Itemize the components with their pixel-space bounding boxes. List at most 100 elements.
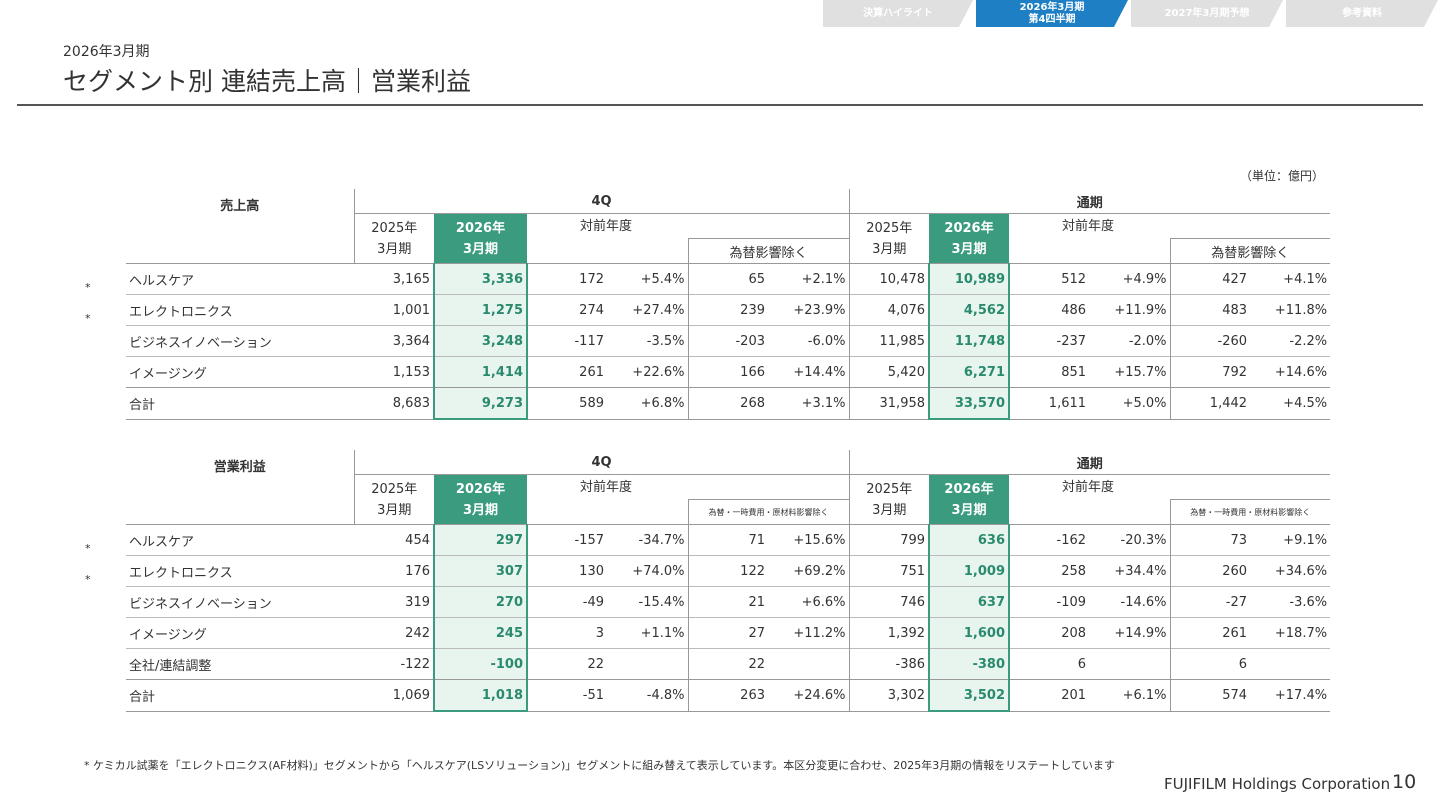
op-q-pct-cell: -34.7% (607, 524, 688, 556)
op-f-prev-cell: 1,392 (848, 617, 930, 649)
op-f-fx-cell: 574 (1169, 679, 1251, 712)
op-table-row: エレクトロニクス 176 307 130 +74.0% 122 +69.2% 751 1,009… (126, 555, 1331, 587)
op-q-fx-pct-cell: +6.6% (768, 586, 850, 618)
sales-f-fx-cell: -260 (1169, 325, 1251, 357)
op-segment-name: 全社/連結調整 (126, 648, 354, 680)
sales-segment-name: 合計 (126, 387, 354, 420)
op-group-4q: 4Q (354, 450, 850, 475)
sales-q-fx-pct-cell: +23.9% (768, 294, 850, 326)
op-f-cur-cell: -380 (928, 648, 1011, 680)
op-q-prev-cell: 319 (354, 586, 434, 618)
tab-highlights[interactable]: 決算ハイライト (823, 0, 973, 27)
sales-q-fx-pct-cell: +14.4% (768, 356, 850, 388)
op-q-diff-cell: 130 (527, 555, 607, 587)
op-q-fx-cell: 263 (687, 679, 768, 712)
op-q-fx-cell: 21 (687, 586, 768, 618)
sales-q-pct-cell: +22.6% (607, 356, 688, 388)
op-q-fx-cell: 22 (687, 648, 768, 680)
sales-f-fx-pct-cell: +4.5% (1250, 387, 1331, 420)
sales-f-cur-cell: 33,570 (928, 387, 1011, 420)
tab-reference[interactable]: 参考資料 (1286, 0, 1438, 27)
op-q-diff-cell: -49 (527, 586, 607, 618)
sales-q-cur-cell: 1,275 (433, 294, 528, 326)
op-f-prev-cell: 3,302 (848, 679, 930, 712)
sales-f-fx-pct-cell: +4.1% (1250, 263, 1331, 295)
op-f-pct-cell: +14.9% (1089, 617, 1171, 649)
op-q-fx-cell: 27 (687, 617, 768, 649)
sales-segment-name: イメージング (126, 356, 354, 388)
company-name: FUJIFILM Holdings Corporation (1164, 775, 1391, 793)
op-f-diff-cell: -162 (1009, 524, 1090, 556)
op-f-fx-pct-cell: +34.6% (1250, 555, 1331, 587)
op-table-row: ビジネスイノベーション 319 270 -49 -15.4% 21 +6.6% 746 637-… (126, 586, 1331, 618)
sales-q-fx-cell: -203 (687, 325, 768, 357)
op-f-fx-cell: 73 (1169, 524, 1251, 556)
sales-f-fx-cell: 1,442 (1169, 387, 1251, 420)
sales-4q-cur-header: 2026年 3月期 (434, 213, 527, 264)
sales-q-diff-cell: 261 (527, 356, 607, 388)
sales-segment-name: ヘルスケア (126, 263, 354, 295)
sales-q-cur-cell: 3,248 (433, 325, 528, 357)
unit-label: （単位：億円） (1240, 169, 1325, 183)
sales-f-diff-cell: 486 (1009, 294, 1090, 326)
sales-q-fx-cell: 65 (687, 263, 768, 295)
sales-q-prev-cell: 3,364 (354, 325, 434, 357)
sales-q-fx-pct-cell: +2.1% (768, 263, 850, 295)
op-table-row: ヘルスケア 454 297 -157 -34.7% 71 +15.6% 799 636 -162-… (126, 524, 1331, 556)
sales-f-fx-cell: 792 (1169, 356, 1251, 388)
sales-f-fx-pct-cell: +14.6% (1250, 356, 1331, 388)
op-segment-name: ヘルスケア (126, 524, 354, 556)
op-q-fx-pct-cell (768, 648, 850, 680)
op-f-pct-cell: +6.1% (1089, 679, 1171, 712)
page-period: 2026年3月期 (63, 44, 150, 60)
sales-group-4q: 4Q (354, 189, 850, 214)
op-4q-fx-header: 為替・一時費用・原材料影響除く (687, 499, 850, 525)
op-q-cur-cell: 297 (433, 524, 528, 556)
tab-fy2027-forecast[interactable]: 2027年3月期予想 (1131, 0, 1283, 27)
sales-q-fx-cell: 268 (687, 387, 768, 420)
sales-table: 売上高 4Q 通期 2025年 3月期 2026年 3月期 対前年度 2025年 3月… (126, 189, 1331, 420)
op-f-diff-cell: 6 (1009, 648, 1090, 680)
op-f-fx-pct-cell: +17.4% (1250, 679, 1331, 712)
op-f-fx-cell: -27 (1169, 586, 1251, 618)
sales-4q-fx-header: 為替影響除く (687, 238, 850, 264)
sales-q-pct-cell: -3.5% (607, 325, 688, 357)
sales-q-cur-cell: 9,273 (433, 387, 528, 420)
op-q-diff-cell: -157 (527, 524, 607, 556)
op-q-diff-cell: 22 (527, 648, 607, 680)
sales-f-pct-cell: -2.0% (1089, 325, 1171, 357)
op-q-cur-cell: -100 (433, 648, 528, 680)
sales-f-diff-cell: -237 (1009, 325, 1090, 357)
sales-q-pct-cell: +27.4% (607, 294, 688, 326)
op-group-full: 通期 (848, 450, 1331, 475)
tab-fy2026-q4[interactable]: 2026年3月期 第4四半期 (976, 0, 1128, 27)
op-asterisk-marker: * (85, 573, 91, 586)
op-segment-name: エレクトロニクス (126, 555, 354, 587)
op-full-cur-header: 2026年 3月期 (929, 474, 1010, 525)
op-q-fx-pct-cell: +11.2% (768, 617, 850, 649)
sales-f-diff-cell: 851 (1009, 356, 1090, 388)
sales-f-diff-cell: 512 (1009, 263, 1090, 295)
op-f-prev-cell: 746 (848, 586, 930, 618)
sales-f-prev-cell: 31,958 (848, 387, 930, 420)
op-full-fx-header: 為替・一時費用・原材料影響除く (1169, 499, 1331, 525)
op-f-pct-cell: -14.6% (1089, 586, 1171, 618)
sales-q-prev-cell: 8,683 (354, 387, 434, 420)
op-income-table: 営業利益 4Q 通期 2025年 3月期 2026年 3月期 対前年度 2025年 3… (126, 450, 1331, 712)
op-full-yoy-header: 対前年度 (1062, 479, 1115, 495)
sales-q-diff-cell: 172 (527, 263, 607, 295)
op-q-prev-cell: 454 (354, 524, 434, 556)
sales-q-diff-cell: -117 (527, 325, 607, 357)
op-4q-cur-header: 2026年 3月期 (434, 474, 527, 525)
sales-4q-yoy-header: 対前年度 (580, 218, 633, 234)
sales-full-fx-header: 為替影響除く (1169, 238, 1331, 264)
sales-table-row: イメージング 1,153 1,414 261 +22.6% 166 +14.4% 5,420 6… (126, 356, 1331, 388)
sales-f-pct-cell: +11.9% (1089, 294, 1171, 326)
op-f-diff-cell: 201 (1009, 679, 1090, 712)
sales-f-pct-cell: +4.9% (1089, 263, 1171, 295)
sales-q-diff-cell: 274 (527, 294, 607, 326)
op-f-diff-cell: -109 (1009, 586, 1090, 618)
op-f-diff-cell: 258 (1009, 555, 1090, 587)
sales-q-fx-pct-cell: +3.1% (768, 387, 850, 420)
sales-q-fx-cell: 166 (687, 356, 768, 388)
